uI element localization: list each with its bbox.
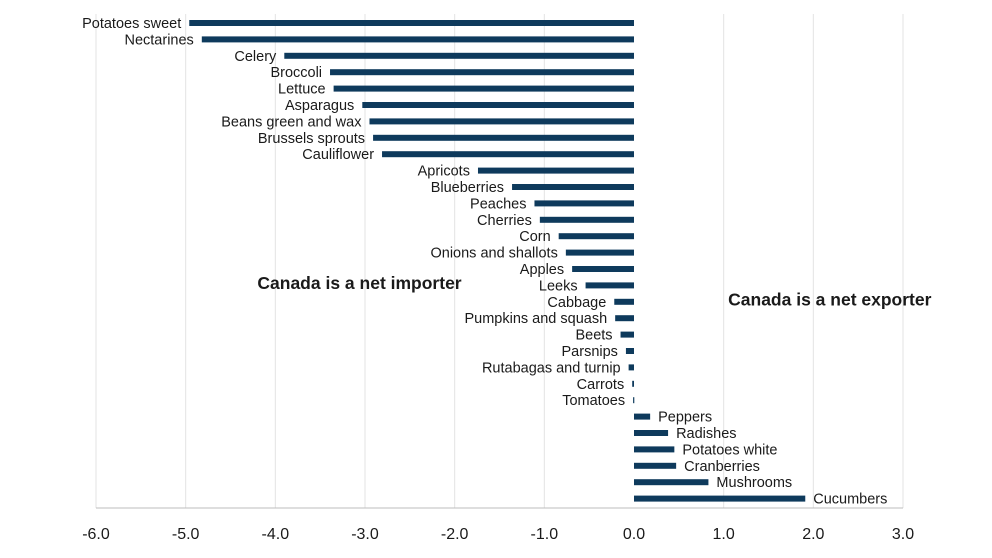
bar xyxy=(632,380,634,387)
category-label: Onions and shallots xyxy=(430,246,557,262)
bar xyxy=(284,52,634,59)
category-label: Lettuce xyxy=(278,82,326,98)
annotation: Canada is a net importer xyxy=(257,273,461,293)
category-label: Cauliflower xyxy=(302,147,374,163)
category-label: Celery xyxy=(234,49,277,65)
category-label: Corn xyxy=(519,229,550,245)
x-tick-label: -3.0 xyxy=(351,526,379,543)
bar xyxy=(634,446,675,453)
grid xyxy=(95,14,904,508)
category-label: Beans green and wax xyxy=(221,114,362,130)
category-label: Radishes xyxy=(676,426,736,442)
x-tick-label: 1.0 xyxy=(713,526,735,543)
category-label: Peaches xyxy=(470,196,526,212)
bar xyxy=(382,151,634,158)
x-tick-label: 3.0 xyxy=(892,526,914,543)
bar xyxy=(512,184,634,190)
category-label: Carrots xyxy=(577,377,625,393)
category-label: Rutabagas and turnip xyxy=(482,360,621,376)
category-label: Peppers xyxy=(658,410,712,426)
bar xyxy=(634,413,651,420)
category-label: Parsnips xyxy=(562,344,618,360)
bar xyxy=(585,282,634,289)
category-label: Cucumbers xyxy=(813,492,887,508)
bar xyxy=(614,298,634,305)
bar xyxy=(572,266,634,272)
bar xyxy=(373,134,634,141)
bar xyxy=(565,249,634,256)
x-tick-label: -6.0 xyxy=(82,526,110,543)
category-label: Nectarines xyxy=(124,32,193,48)
category-label: Apples xyxy=(520,262,564,278)
bar xyxy=(615,315,634,322)
x-tick-label: 0.0 xyxy=(623,526,645,543)
bar xyxy=(189,20,634,26)
annotations: Canada is a net importer Canada is a net … xyxy=(257,273,931,309)
bar xyxy=(634,430,669,436)
bar xyxy=(634,495,806,502)
x-tick-label: -4.0 xyxy=(262,526,290,543)
category-label: Cherries xyxy=(477,213,532,229)
bar xyxy=(628,364,634,371)
bar xyxy=(330,69,634,76)
bar xyxy=(369,118,634,125)
category-label: Tomatoes xyxy=(562,393,625,409)
bar xyxy=(362,102,634,108)
bar xyxy=(201,36,634,43)
category-label: Blueberries xyxy=(431,180,504,196)
category-label: Mushrooms xyxy=(716,475,792,491)
category-label: Leeks xyxy=(539,278,578,294)
category-label: Potatoes sweet xyxy=(82,16,181,32)
bar xyxy=(634,462,677,469)
category-label: Cabbage xyxy=(547,295,606,311)
bar xyxy=(634,479,709,486)
bar xyxy=(477,167,634,174)
bar xyxy=(558,233,634,240)
category-label: Broccoli xyxy=(270,65,322,81)
annotation: Canada is a net exporter xyxy=(728,289,931,309)
bar xyxy=(539,216,634,223)
bar xyxy=(333,85,634,92)
bar xyxy=(620,331,634,338)
category-label: Pumpkins and squash xyxy=(464,311,607,327)
bars xyxy=(189,20,806,502)
bar xyxy=(625,348,634,354)
x-tick-label: -5.0 xyxy=(172,526,200,543)
category-label: Cranberries xyxy=(684,459,760,475)
category-label: Asparagus xyxy=(285,98,354,114)
category-label: Beets xyxy=(575,328,612,344)
x-tick-label: 2.0 xyxy=(802,526,824,543)
x-axis-ticks: -6.0 -5.0 -4.0 -3.0 -2.0 -1.0 0.0 1.0 2.0 3.0 xyxy=(82,526,914,543)
category-labels: Potatoes sweetNectarinesCeleryBroccoliLe… xyxy=(82,16,887,508)
x-tick-label: -2.0 xyxy=(441,526,469,543)
x-tick-label: -1.0 xyxy=(531,526,559,543)
bar xyxy=(633,397,635,404)
bar xyxy=(534,200,634,207)
category-label: Potatoes white xyxy=(682,442,777,458)
category-label: Apricots xyxy=(418,164,470,180)
category-label: Brussels sprouts xyxy=(258,131,365,147)
